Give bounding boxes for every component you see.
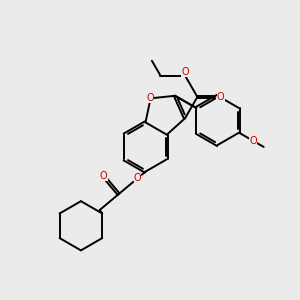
Text: O: O [250,136,257,146]
Text: O: O [100,172,108,182]
Text: O: O [134,173,141,183]
Text: O: O [217,92,225,102]
Text: O: O [147,93,154,103]
Text: O: O [181,67,189,77]
